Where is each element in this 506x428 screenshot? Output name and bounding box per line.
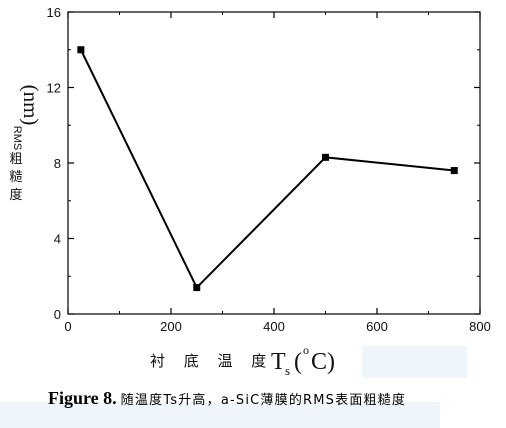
y-tick-label: 0 — [54, 307, 61, 322]
data-point — [322, 153, 329, 161]
x-axis-symbol: T — [271, 349, 286, 375]
line-chart: 0 200 400 600 800 0 4 8 12 16 (nm) RMS 粗糙度 衬 底 温 … — [9, 5, 491, 378]
x-tick-label: 0 — [64, 319, 71, 334]
x-tick-label: 800 — [469, 319, 491, 334]
data-point — [193, 284, 201, 292]
y-tick-label: 4 — [54, 232, 61, 247]
data-point — [450, 167, 458, 175]
x-tick-label: 400 — [263, 319, 285, 334]
y-tick-label: 8 — [54, 156, 61, 171]
plot-frame — [67, 11, 481, 315]
y-axis-unit: (nm) — [19, 85, 43, 126]
x-axis-unit-close: C) — [311, 349, 335, 375]
x-axis-label-text: 衬 底 温 度 — [150, 352, 273, 370]
y-tick-label: 12 — [47, 81, 61, 96]
x-axis-unit-degree: o — [303, 343, 309, 357]
background-tint — [362, 346, 467, 378]
tick-labels: 0 200 400 600 800 0 4 8 12 16 — [47, 5, 491, 334]
y-axis-label-char: 粗 — [9, 152, 22, 167]
background-tint — [0, 402, 440, 428]
axis-ticks — [67, 11, 481, 315]
data-point — [77, 46, 85, 54]
y-tick-label: 16 — [47, 5, 61, 20]
y-axis-label-char: 糙 — [9, 170, 22, 185]
x-tick-label: 200 — [160, 319, 182, 334]
x-tick-label: 600 — [366, 319, 388, 334]
y-axis-label-chars: 粗糙度 — [9, 152, 22, 203]
caption-text: 随温度Ts升高，a-SiC薄膜的RMS表面粗糙度 — [120, 393, 407, 408]
data-markers — [77, 46, 458, 292]
series-line — [79, 49, 455, 290]
figure-caption: Figure 8. 随温度Ts升高，a-SiC薄膜的RMS表面粗糙度 — [48, 388, 406, 409]
y-axis-label-char: 度 — [9, 187, 22, 203]
figure-label: Figure 8. — [48, 388, 117, 408]
x-axis-unit-open: ( — [294, 349, 302, 375]
x-axis-subscript: s — [285, 363, 290, 378]
y-axis-rms-label: RMS — [11, 126, 23, 150]
